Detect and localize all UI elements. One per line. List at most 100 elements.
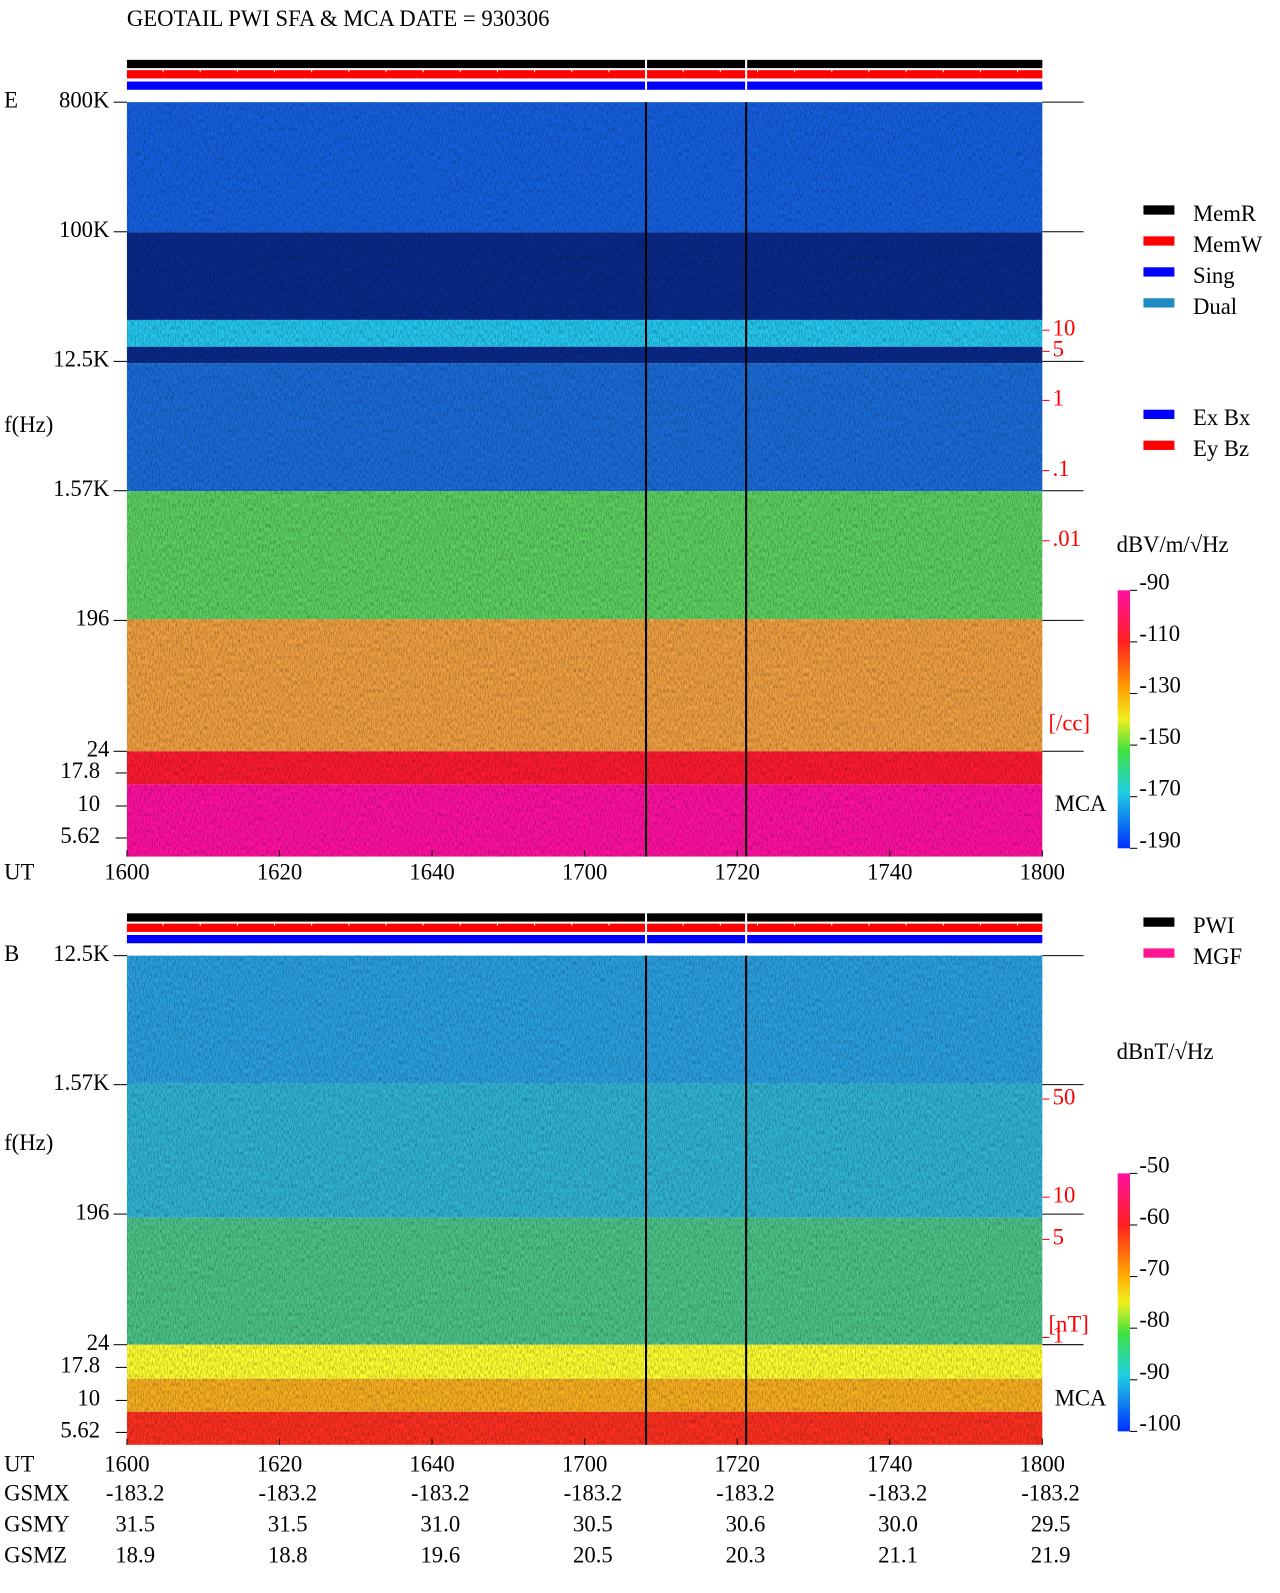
legend-swatch <box>1143 298 1175 308</box>
y-tick-label: 12.5K <box>53 347 110 372</box>
x-tick-label: 1600 <box>104 1452 149 1477</box>
status-bar <box>126 934 1043 944</box>
y-tick-label: 100K <box>59 217 110 242</box>
legend-label: Ey Bz <box>1193 436 1249 461</box>
status-bar <box>126 923 1043 932</box>
x-tick-label: 1600 <box>104 859 149 884</box>
y-axis-label: f(Hz) <box>4 412 53 437</box>
x-tick-label: 1740 <box>867 859 912 884</box>
ephemeris-value: 20.5 <box>573 1542 613 1567</box>
status-bar <box>126 81 1043 90</box>
panel-label: B <box>4 941 19 966</box>
status-bar <box>126 70 1043 79</box>
colorbar-tick-label: -110 <box>1139 621 1180 646</box>
mca-channel-label: 17.8 <box>60 758 100 783</box>
colorbar <box>1117 590 1131 849</box>
ephemeris-value: -183.2 <box>869 1481 928 1506</box>
ephemeris-row-label: GSMZ <box>4 1542 67 1567</box>
legend-swatch <box>1143 236 1175 246</box>
legend-label: Ex Bx <box>1193 405 1251 430</box>
legend-swatch <box>1143 948 1175 958</box>
legend-swatch <box>1143 917 1175 927</box>
ephemeris-value: 30.5 <box>573 1512 613 1537</box>
ephemeris-value: -183.2 <box>716 1481 775 1506</box>
mca-channel-label: 17.8 <box>60 1353 100 1378</box>
side-scale-label: 10 <box>1053 1182 1076 1207</box>
x-tick-label: 1740 <box>867 1452 912 1477</box>
colorbar-tick-label: -100 <box>1139 1410 1181 1435</box>
y-tick-label: 24 <box>87 736 110 761</box>
plot-root: GEOTAIL PWI SFA & MCA DATE = 930306 Ef(H… <box>4 6 1263 1568</box>
side-scale-label: .1 <box>1053 456 1070 481</box>
panel-label: E <box>4 87 18 112</box>
colorbar-tick-label: -90 <box>1139 569 1169 594</box>
legend-label: MemR <box>1193 201 1257 226</box>
colorbar-tick-label: -90 <box>1139 1359 1169 1384</box>
ephemeris-value: -183.2 <box>258 1481 317 1506</box>
ephemeris-value: 21.9 <box>1031 1542 1071 1567</box>
legend-swatch <box>1143 267 1175 277</box>
colorbar-tick-label: -80 <box>1139 1307 1169 1332</box>
ephemeris-value: -183.2 <box>106 1481 165 1506</box>
legend-label: Dual <box>1193 294 1237 319</box>
chart-title: GEOTAIL PWI SFA & MCA DATE = 930306 <box>127 6 550 31</box>
legend-swatch <box>1143 409 1175 419</box>
ephemeris-value: 18.8 <box>268 1542 308 1567</box>
y-tick-label: 24 <box>87 1330 110 1355</box>
x-tick-label: 1640 <box>409 1452 454 1477</box>
colorbar-tick-label: -60 <box>1139 1204 1169 1229</box>
x-tick-label: 1620 <box>257 859 302 884</box>
colorbar-label: dBV/m/√Hz <box>1117 532 1229 557</box>
side-scale-label: 1 <box>1053 1323 1064 1348</box>
ephemeris-value: -183.2 <box>411 1481 470 1506</box>
colorbar-tick-label: -170 <box>1139 776 1181 801</box>
side-scale-label: 1 <box>1053 386 1064 411</box>
x-tick-label: 1720 <box>715 859 760 884</box>
ephemeris-value: -183.2 <box>564 1481 623 1506</box>
ephemeris-value: 29.5 <box>1031 1512 1071 1537</box>
status-bar <box>126 59 1043 69</box>
legend-label: MemW <box>1193 232 1263 257</box>
colorbar-tick-label: -70 <box>1139 1256 1169 1281</box>
ephemeris-row-label: GSMX <box>4 1481 70 1506</box>
y-tick-label: 196 <box>75 1199 109 1224</box>
y-tick-label: 196 <box>75 606 109 631</box>
ephemeris-value: 30.0 <box>878 1512 918 1537</box>
ephemeris-value: -183.2 <box>1021 1481 1080 1506</box>
mca-channel-label: 10 <box>77 791 100 816</box>
ephemeris-value: 19.6 <box>420 1542 460 1567</box>
ephemeris-value: 31.0 <box>420 1512 460 1537</box>
status-bar <box>126 913 1043 922</box>
mca-channel-label: 5.62 <box>60 1418 100 1443</box>
x-axis-label: UT <box>4 859 34 884</box>
legend-label: PWI <box>1193 913 1235 938</box>
y-tick-label: 12.5K <box>53 941 110 966</box>
ephemeris-value: 21.1 <box>878 1542 918 1567</box>
mca-channel-label: 10 <box>77 1386 100 1411</box>
colorbar-tick-label: -130 <box>1139 673 1181 698</box>
x-tick-label: 1700 <box>562 859 607 884</box>
x-tick-label: 1700 <box>562 1452 607 1477</box>
ephemeris-value: 30.6 <box>726 1512 766 1537</box>
colorbar-tick-label: -150 <box>1139 724 1181 749</box>
x-tick-label: 1620 <box>257 1452 302 1477</box>
side-scale-label: 10 <box>1053 315 1076 340</box>
colorbar-tick-label: -50 <box>1139 1152 1169 1177</box>
x-tick-label: 1640 <box>409 859 454 884</box>
x-tick-label: 1720 <box>715 1452 760 1477</box>
x-axis-label: UT <box>4 1452 34 1477</box>
y-tick-label: 1.57K <box>53 1070 110 1095</box>
ephemeris-value: 18.9 <box>115 1542 155 1567</box>
y-tick-label: 1.57K <box>53 476 110 501</box>
side-scale-label: .01 <box>1053 526 1081 551</box>
legend-swatch <box>1143 205 1175 215</box>
ephemeris-value: 31.5 <box>268 1512 308 1537</box>
legend-label: Sing <box>1193 263 1235 288</box>
side-scale-unit: [/cc] <box>1049 711 1091 736</box>
colorbar-label: dBnT/√Hz <box>1117 1039 1214 1064</box>
spectrogram-texture <box>126 102 1043 857</box>
side-scale-label: 5 <box>1053 1225 1064 1250</box>
mca-label: MCA <box>1055 1386 1107 1411</box>
y-tick-label: 800K <box>59 87 110 112</box>
